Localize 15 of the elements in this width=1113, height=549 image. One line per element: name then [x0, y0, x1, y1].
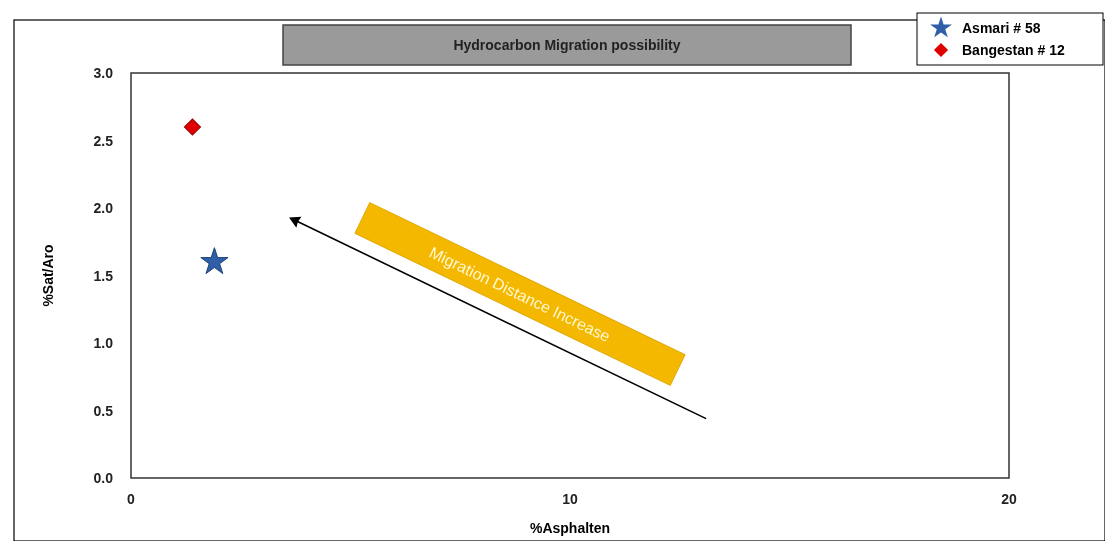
- chart-title: Hydrocarbon Migration possibility: [453, 37, 681, 53]
- x-axis-title: %Asphalten: [529, 520, 611, 536]
- y-tick-label: 1.5: [93, 267, 114, 284]
- y-tick-label: 0.0: [93, 470, 114, 486]
- y-tick-label: 0.5: [93, 402, 114, 419]
- x-tick-label: 0: [127, 491, 136, 507]
- x-tick-label: 10: [562, 491, 578, 507]
- y-tick-label: 2.0: [93, 200, 114, 216]
- y-tick-label: 2.5: [93, 132, 114, 149]
- legend-label: Bangestan # 12: [962, 42, 1065, 58]
- y-tick-label: 3.0: [93, 65, 114, 81]
- legend-label: Asmari # 58: [962, 20, 1041, 36]
- y-tick-label: 1.0: [93, 335, 114, 351]
- y-axis-title: %Sat/Aro: [40, 244, 56, 307]
- x-tick-label: 20: [1001, 491, 1017, 507]
